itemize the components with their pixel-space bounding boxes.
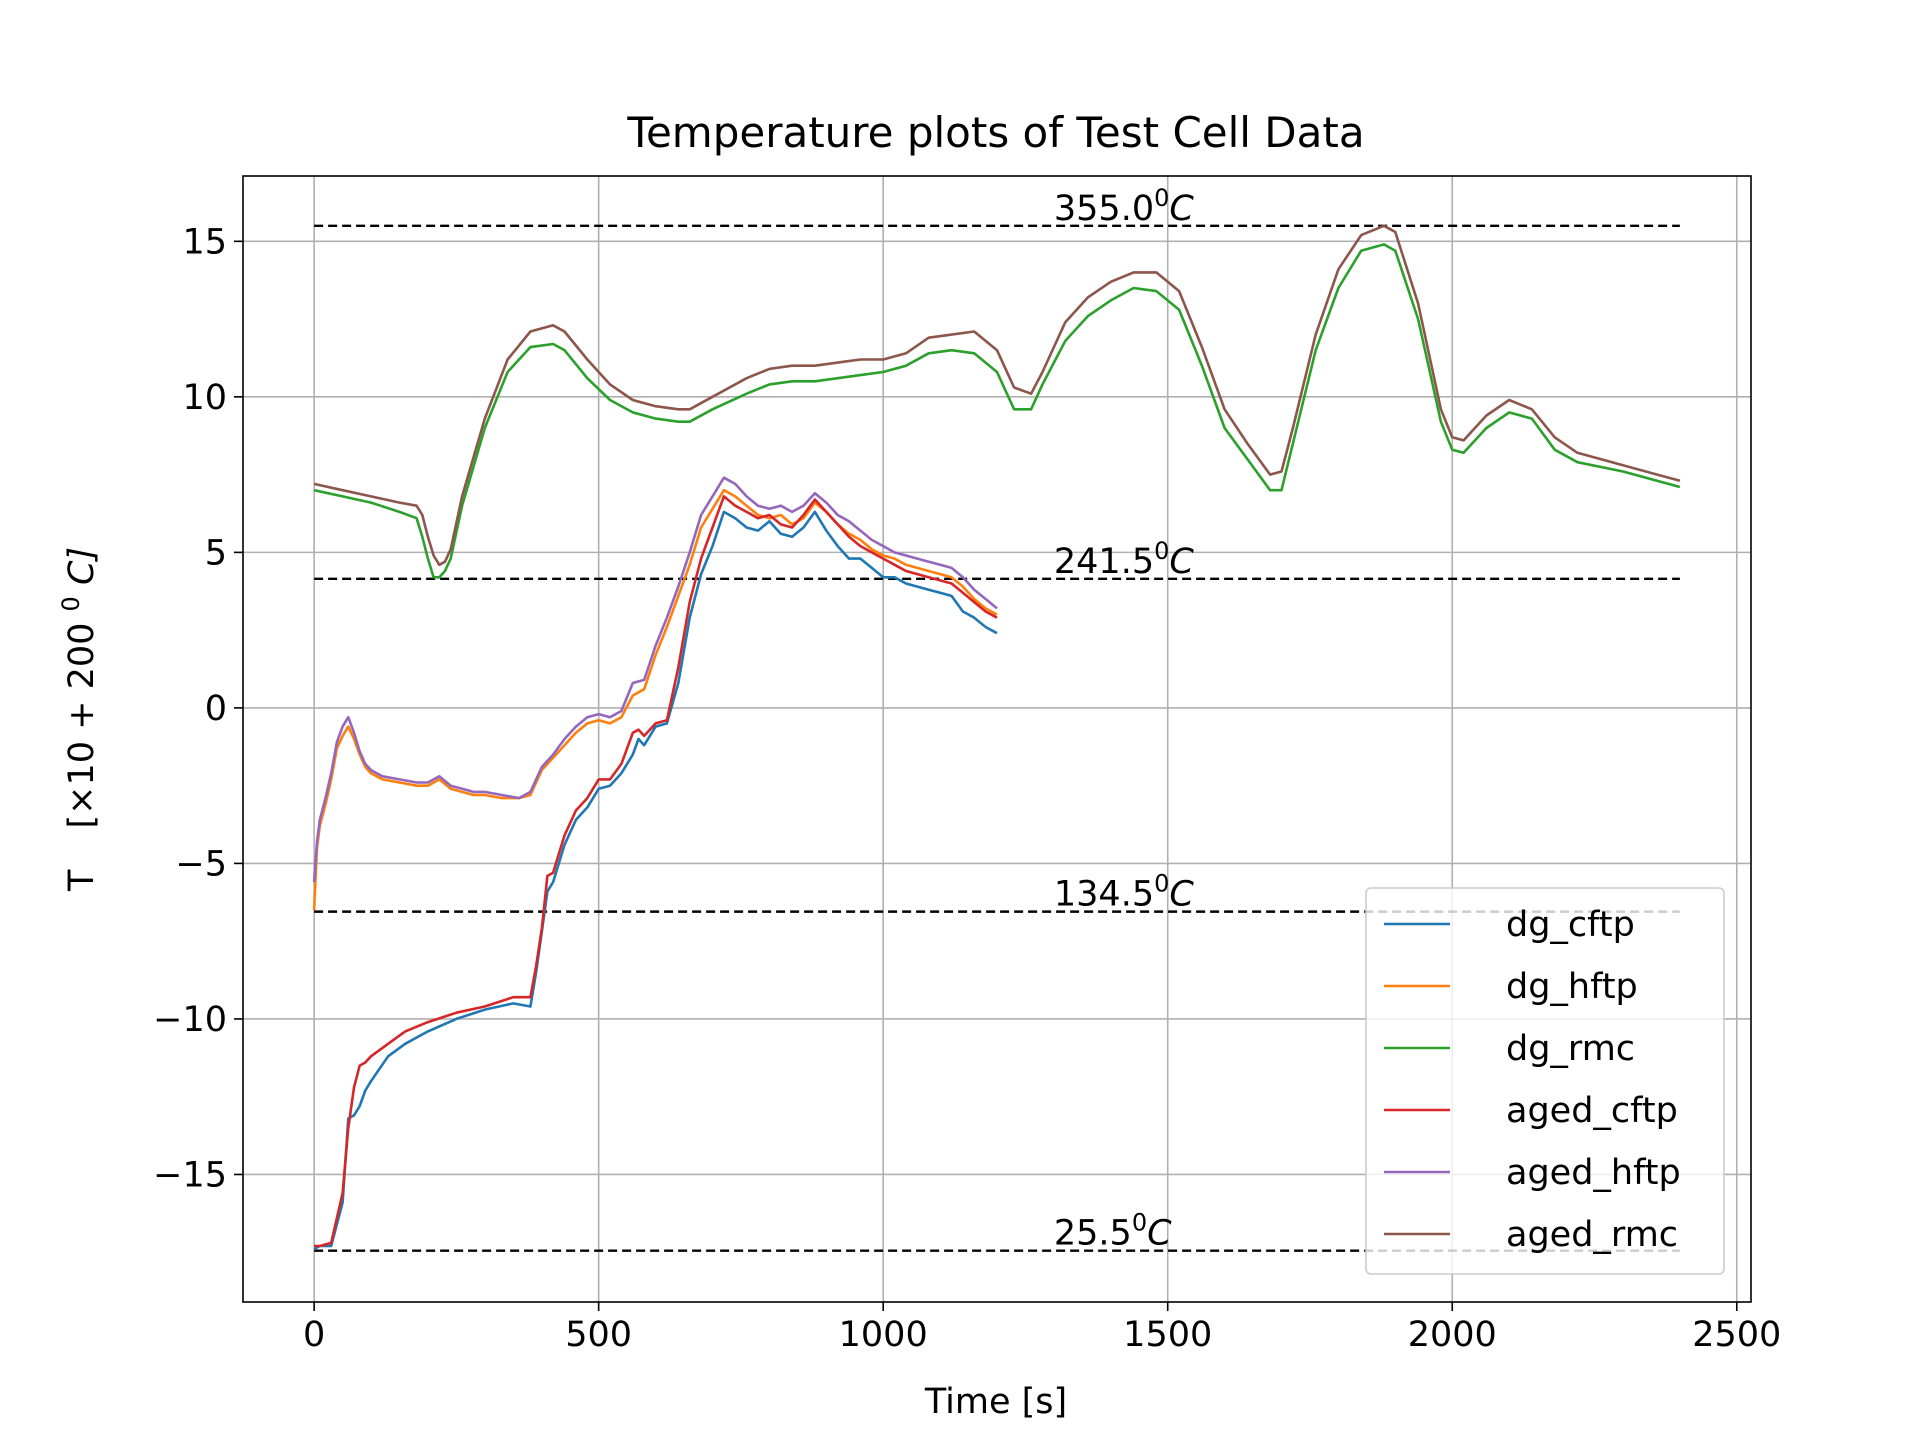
reference-label-unit: C [1147, 1214, 1172, 1254]
legend-box [1365, 887, 1725, 1275]
y-axis-label-sup: 0 [57, 596, 85, 611]
grid [243, 176, 1751, 1302]
y-tick-label: 0 [205, 689, 227, 729]
series-line-dg-cftp [313, 510, 998, 1251]
legend-label: aged_hftp [1506, 1153, 1681, 1193]
series-line-dg-rmc [313, 243, 1681, 579]
reference-label-value: 25.5 [1054, 1214, 1132, 1254]
y-tick-label: 15 [182, 222, 227, 262]
reference-label-sup: 0 [1154, 537, 1169, 565]
reference-label-value: 241.5 [1054, 542, 1154, 582]
y-tick-label: −5 [175, 844, 227, 884]
legend-label: dg_hftp [1506, 967, 1638, 1007]
reference-label-value: 355.0 [1054, 189, 1154, 229]
reference-label-unit: C [1169, 875, 1194, 915]
reference-label-sup: 0 [1154, 184, 1169, 212]
legend-label: dg_cftp [1506, 905, 1635, 945]
reference-label: 355.00C [1054, 184, 1194, 229]
y-tick-label: 5 [205, 533, 227, 573]
x-tick-label: 1000 [839, 1315, 928, 1355]
y-tick-label: 10 [182, 378, 227, 418]
y-axis-label-c: C] [62, 547, 102, 585]
reference-label: 241.50C [1054, 537, 1194, 582]
reference-label-sup: 0 [1132, 1209, 1147, 1237]
series-line-aged-rmc [313, 224, 1681, 567]
y-tick-label: −10 [153, 1000, 227, 1040]
x-tick-label: 0 [303, 1315, 325, 1355]
plot-frame [242, 175, 1752, 1303]
legend-label: aged_cftp [1506, 1091, 1678, 1131]
y-axis-label: T [×10 + 200 0 C] [48, 547, 102, 892]
y-tick-label: −15 [153, 1155, 227, 1195]
reference-label-value: 134.5 [1054, 875, 1154, 915]
reference-label-unit: C [1169, 189, 1194, 229]
reference-label: 25.50C [1054, 1209, 1172, 1254]
x-tick-label: 1500 [1123, 1315, 1212, 1355]
series-line-aged-hftp [312, 476, 998, 883]
y-axis-label-main: T [62, 869, 102, 892]
x-tick-label: 2000 [1408, 1315, 1497, 1355]
series-line-dg-hftp [312, 488, 998, 911]
y-axis-ticks: −15 −10 −5 0 5 10 15 [153, 222, 243, 1195]
series-line-aged-cftp [314, 495, 998, 1248]
reference-label-unit: C [1169, 542, 1194, 582]
legend: dg_cftp dg_hftp dg_rmc aged_cftp aged_hftpag… [1365, 887, 1725, 1275]
legend-label: aged_rmc [1506, 1215, 1678, 1255]
legend-label: dg_rmc [1506, 1029, 1635, 1069]
y-axis-label-unit: [×10 + 200 [62, 623, 102, 829]
x-axis-label: Time [s] [924, 1382, 1067, 1422]
reference-label: 134.50C [1054, 870, 1194, 915]
chart-title: Temperature plots of Test Cell Data [626, 108, 1364, 157]
reference-label-sup: 0 [1154, 870, 1169, 898]
x-tick-label: 2500 [1692, 1315, 1781, 1355]
series-lines [312, 224, 1681, 1251]
x-tick-label: 500 [565, 1315, 632, 1355]
x-axis-ticks: 0 500 1000 1500 2000 2500 [303, 1302, 1781, 1355]
